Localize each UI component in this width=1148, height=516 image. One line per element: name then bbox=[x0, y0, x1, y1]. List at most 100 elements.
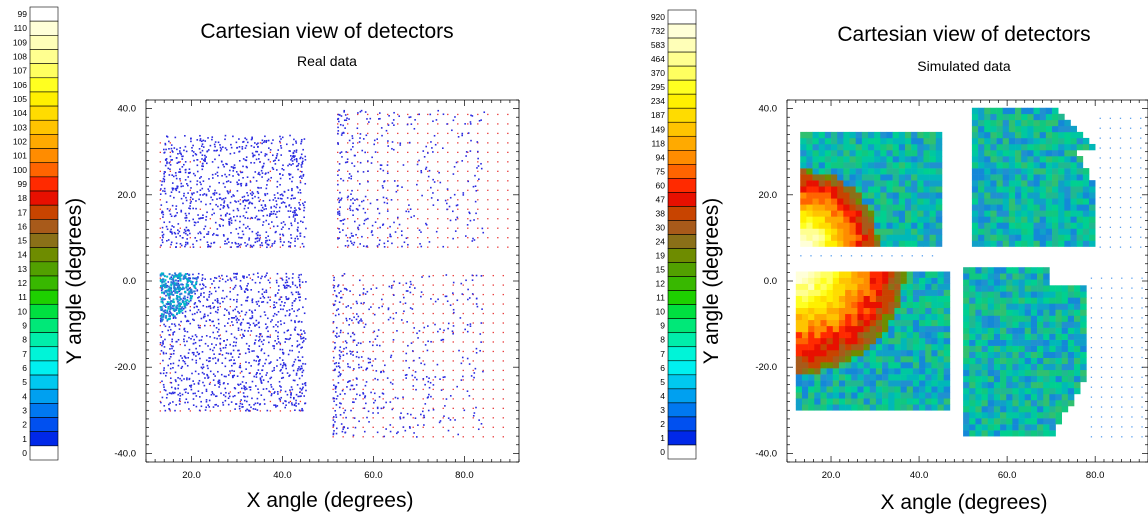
heat-cell bbox=[795, 343, 803, 351]
data-point bbox=[345, 319, 348, 322]
grid-point bbox=[482, 417, 484, 419]
data-point bbox=[351, 189, 353, 192]
data-point bbox=[282, 364, 284, 367]
data-point bbox=[472, 237, 474, 240]
data-point bbox=[390, 287, 393, 289]
data-point bbox=[213, 346, 216, 349]
data-point bbox=[275, 324, 277, 326]
data-point bbox=[282, 376, 285, 379]
data-point bbox=[356, 351, 359, 353]
data-point bbox=[193, 303, 196, 305]
data-point bbox=[186, 304, 188, 306]
data-point bbox=[162, 211, 164, 213]
grid-point bbox=[189, 237, 191, 239]
data-point bbox=[189, 280, 192, 283]
data-point bbox=[343, 109, 346, 112]
data-point bbox=[216, 228, 219, 230]
heat-cell bbox=[886, 168, 893, 175]
data-point bbox=[183, 304, 186, 307]
data-point bbox=[238, 160, 241, 162]
heat-cell bbox=[874, 149, 881, 157]
grid-point bbox=[407, 227, 409, 229]
data-point bbox=[281, 197, 283, 200]
heat-cell bbox=[808, 343, 815, 351]
grid-point bbox=[422, 293, 424, 296]
data-point bbox=[334, 314, 337, 317]
data-point bbox=[367, 180, 369, 183]
data-point bbox=[383, 435, 386, 438]
grid-point bbox=[269, 227, 272, 229]
data-point bbox=[289, 337, 291, 340]
data-point bbox=[376, 138, 378, 140]
data-point bbox=[282, 402, 285, 405]
data-point bbox=[222, 401, 224, 404]
heat-cell bbox=[795, 283, 803, 290]
colorbar-cell bbox=[29, 63, 59, 79]
heat-cell bbox=[888, 398, 895, 405]
data-point bbox=[345, 416, 347, 419]
data-point bbox=[230, 195, 233, 198]
heat-cell bbox=[808, 362, 815, 369]
data-point bbox=[304, 363, 307, 365]
data-point bbox=[262, 301, 265, 303]
data-point bbox=[251, 301, 254, 304]
data-point bbox=[303, 312, 306, 315]
data-point bbox=[338, 292, 340, 294]
data-point bbox=[281, 359, 284, 361]
data-point bbox=[163, 151, 166, 154]
heat-cell bbox=[851, 398, 858, 405]
data-point bbox=[294, 358, 297, 361]
data-point bbox=[239, 402, 242, 405]
heat-cell bbox=[806, 210, 813, 217]
colorbar-cell bbox=[29, 91, 59, 107]
data-point bbox=[250, 245, 253, 248]
data-point bbox=[251, 194, 253, 196]
grid-point bbox=[417, 151, 419, 154]
data-point bbox=[352, 235, 355, 237]
data-point bbox=[231, 369, 233, 372]
data-point bbox=[227, 241, 230, 243]
data-point bbox=[334, 421, 336, 423]
data-point bbox=[192, 284, 195, 287]
data-point bbox=[466, 324, 469, 326]
data-point bbox=[181, 166, 184, 168]
data-point bbox=[272, 388, 275, 390]
heat-cell bbox=[875, 362, 883, 369]
heat-cell bbox=[888, 362, 895, 369]
colorbar-cell bbox=[29, 176, 59, 192]
data-point bbox=[245, 156, 248, 158]
data-point bbox=[174, 188, 177, 190]
heat-cell bbox=[812, 131, 819, 139]
grid-point bbox=[357, 151, 359, 154]
heat-cell bbox=[826, 368, 834, 375]
data-point bbox=[204, 158, 206, 161]
data-point bbox=[267, 380, 270, 383]
data-point bbox=[281, 167, 284, 170]
data-point bbox=[232, 395, 234, 398]
grid-point bbox=[467, 189, 469, 191]
data-point bbox=[175, 214, 177, 217]
heat-cell bbox=[868, 143, 875, 151]
data-point bbox=[348, 139, 351, 142]
heat-cell bbox=[892, 168, 900, 175]
grid-point bbox=[502, 284, 504, 286]
heat-cell bbox=[880, 186, 887, 193]
heat-cell bbox=[892, 137, 900, 145]
data-point bbox=[189, 196, 192, 199]
data-point bbox=[469, 212, 471, 215]
data-point bbox=[209, 348, 212, 351]
grid-point bbox=[437, 218, 439, 220]
grid-point bbox=[352, 369, 354, 372]
data-point bbox=[469, 150, 472, 152]
data-point bbox=[161, 241, 164, 244]
grid-point bbox=[417, 123, 419, 125]
heat-cell bbox=[824, 168, 832, 175]
data-point bbox=[187, 176, 190, 178]
data-point bbox=[246, 285, 248, 287]
data-point bbox=[242, 201, 244, 203]
heat-cell bbox=[882, 392, 889, 399]
heat-cell bbox=[818, 168, 826, 175]
data-point bbox=[172, 362, 175, 365]
grid-point bbox=[229, 287, 231, 289]
grid-point bbox=[352, 360, 354, 362]
